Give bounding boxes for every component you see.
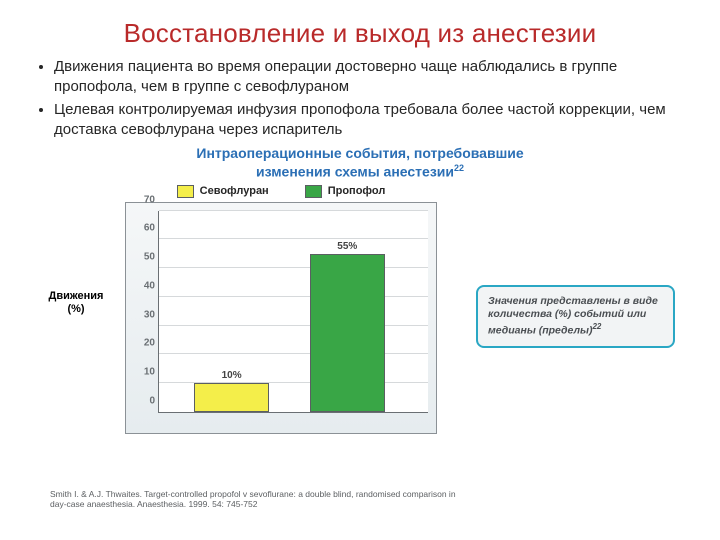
legend-item-propofol: Пропофол [305,185,386,198]
grid-line [159,267,428,268]
y-axis-label: Движения (%) [36,290,116,316]
slide: Восстановление и выход из анестезии Движ… [0,0,720,540]
citation: Smith I. & A.J. Thwaites. Target-control… [50,489,470,510]
y-tick-label: 60 [144,223,155,234]
bar-propofol: 55% [310,254,385,412]
legend-label-sevoflurane: Севофлуран [200,185,269,197]
chart-column: Севофлуран Пропофол 0 10 20 30 40 50 60 70 10% 55… [116,185,446,434]
grid-line [159,238,428,239]
note-text: Значения представлены в виде количества … [488,295,658,337]
bullet-list: Движения пациента во время операции дост… [36,57,684,139]
y-tick-label: 30 [144,309,155,320]
bar-sevoflurane: 10% [194,383,269,412]
note-sup: 22 [592,322,601,331]
y-tick-label: 10 [144,366,155,377]
chart-row: Движения (%) Севофлуран Пропофол 0 10 20 30… [36,185,684,434]
bullet-item: Целевая контролируемая инфузия пропофола… [54,100,684,139]
page-title: Восстановление и выход из анестезии [36,18,684,49]
grid-line [159,325,428,326]
chart-title-line1: Интраоперационные события, потребовавшие [196,145,523,161]
chart-title: Интраоперационные события, потребовавшие… [180,145,540,181]
plot-area: 01020304050607010%55% [158,211,428,413]
chart-title-sup: 22 [454,163,464,173]
note-box: Значения представлены в виде количества … [476,285,675,348]
legend-label-propofol: Пропофол [328,185,386,197]
y-tick-label: 0 [149,395,155,406]
chart-panel: 01020304050607010%55% [125,202,437,434]
y-tick-label: 70 [144,194,155,205]
y-tick-label: 20 [144,338,155,349]
bar-label-sevoflurane: 10% [222,370,242,381]
grid-line [159,296,428,297]
grid-line [159,353,428,354]
legend-swatch-propofol [305,185,322,198]
y-axis-label-line2: (%) [67,303,84,315]
legend: Севофлуран Пропофол [116,185,446,198]
legend-item-sevoflurane: Севофлуран [177,185,269,198]
legend-swatch-sevoflurane [177,185,194,198]
y-tick-label: 50 [144,252,155,263]
bullet-item: Движения пациента во время операции дост… [54,57,684,96]
bar-label-propofol: 55% [337,241,357,252]
grid-line [159,210,428,211]
y-tick-label: 40 [144,280,155,291]
chart-title-line2: изменения схемы анестезии [256,163,454,179]
y-axis-label-line1: Движения [49,290,104,302]
